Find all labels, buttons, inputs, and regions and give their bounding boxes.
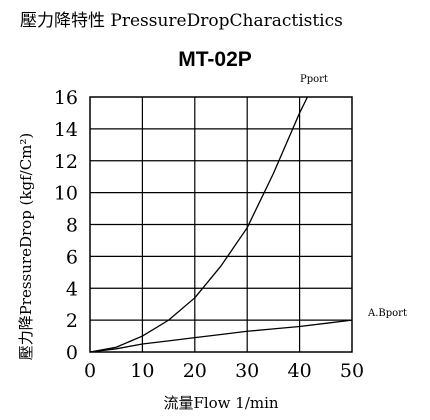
y-tick-label: 16 <box>54 87 78 109</box>
series-group: Pport A.Bport <box>89 74 407 353</box>
x-tick-label: 0 <box>84 360 96 382</box>
chart-grid <box>90 97 352 352</box>
y-tick-label: 14 <box>54 119 78 141</box>
y-tick-label: 6 <box>66 246 78 268</box>
y-tick-label: 4 <box>66 278 78 300</box>
x-axis-label: 流量Flow 1/min <box>163 394 278 412</box>
y-tick-label: 0 <box>66 342 78 364</box>
x-tick-label: 30 <box>235 360 259 382</box>
x-tick-label: 40 <box>288 360 312 382</box>
y-tick-label: 10 <box>54 183 78 205</box>
series-label-pport: Pport <box>300 74 328 85</box>
chart-title: MT-02P <box>178 48 252 71</box>
y-tick-label: 2 <box>66 310 78 332</box>
y-axis-ticks: 0 2 4 6 8 10 12 14 16 <box>54 87 78 364</box>
x-tick-label: 20 <box>183 360 207 382</box>
x-axis-ticks: 0 10 20 30 40 50 <box>84 360 364 382</box>
y-tick-label: 12 <box>54 151 78 173</box>
series-line-abport <box>89 319 353 353</box>
x-tick-label: 50 <box>340 360 364 382</box>
y-axis-label: 壓力降PressureDrop (kgf/Cm²) <box>17 133 35 361</box>
series-line-pport <box>89 96 309 353</box>
plot-frame <box>89 96 353 353</box>
x-tick-label: 10 <box>130 360 154 382</box>
header-title: 壓力降特性 PressureDropCharactistics <box>20 11 343 31</box>
series-label-abport: A.Bport <box>367 308 407 319</box>
y-tick-label: 8 <box>66 215 78 237</box>
